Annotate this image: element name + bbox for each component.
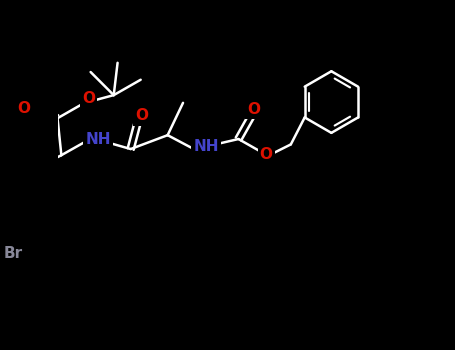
- Text: O: O: [135, 108, 148, 124]
- Text: O: O: [82, 91, 95, 106]
- Text: O: O: [260, 147, 273, 162]
- Text: NH: NH: [86, 132, 111, 147]
- Text: O: O: [17, 102, 30, 117]
- Text: O: O: [248, 102, 260, 117]
- Text: NH: NH: [193, 139, 219, 154]
- Text: Br: Br: [4, 246, 23, 261]
